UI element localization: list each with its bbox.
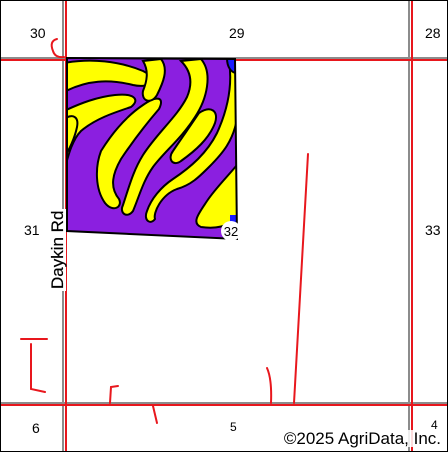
section-label-32: 32 [221,221,241,241]
road-spur-w2 [30,343,46,393]
soil-unit-yellow[interactable] [145,60,237,223]
soil-unit-yellow[interactable] [169,108,217,165]
road-spur-nw [50,38,65,59]
road-spur-s1 [109,385,119,404]
road-spur-s2 [152,405,158,424]
road-field-track [293,153,309,404]
section-label-30: 30 [30,25,46,41]
copyright-text: ©2025 AgriData, Inc. [283,429,441,448]
section-label-4: 4 [431,418,438,432]
soil-unit-yellow[interactable] [141,58,166,102]
section-label-29: 29 [229,25,245,41]
soil-unit-yellow[interactable] [95,97,162,210]
soil-map-field[interactable] [64,56,239,241]
soil-unit-yellow[interactable] [64,93,137,172]
section-label-32-text: 32 [223,223,239,239]
section-label-31: 31 [24,222,40,238]
road-spur-mid [266,367,273,404]
soil-unit-yellow[interactable] [121,58,209,216]
section-label-33: 33 [425,222,441,238]
section-label-5: 5 [230,420,237,434]
section-label-28: 28 [425,25,441,41]
section-label-6: 6 [32,420,40,436]
road-label-daykin: Daykin Rd [48,208,67,291]
